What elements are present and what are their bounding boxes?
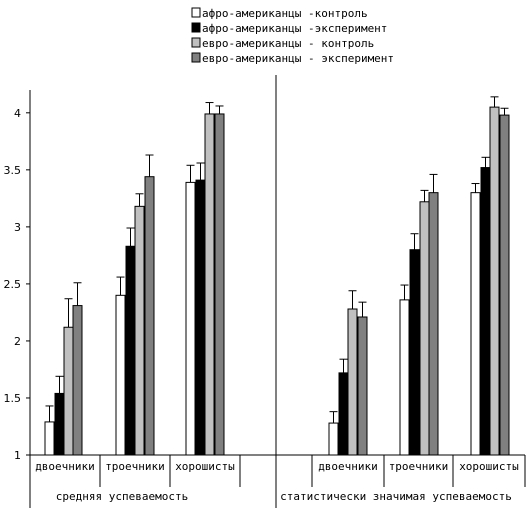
bar	[185, 181, 196, 456]
bar	[480, 167, 491, 456]
bar	[214, 113, 225, 456]
legend-swatch	[191, 7, 201, 18]
bar	[54, 392, 65, 456]
bar	[134, 205, 145, 456]
bar	[328, 422, 339, 456]
legend-swatch	[191, 52, 201, 63]
y-tick-label: 1.5	[4, 392, 22, 405]
bar	[489, 106, 500, 456]
bar	[115, 294, 126, 456]
legend-label: афро-американцы -эксперимент	[202, 22, 387, 35]
y-tick-label: 3.5	[4, 164, 22, 177]
category-label: хорошисты	[459, 460, 519, 473]
bar	[63, 326, 74, 456]
bar	[470, 192, 481, 456]
category-label: двоечники	[35, 460, 95, 473]
bar	[419, 201, 430, 456]
bar	[409, 249, 420, 456]
y-tick-label: 4	[14, 107, 21, 120]
bar	[195, 179, 206, 456]
y-tick-label: 2.5	[4, 278, 22, 291]
y-tick-label: 2	[14, 335, 21, 348]
category-label: троечники	[105, 460, 165, 473]
legend-swatch	[191, 37, 201, 48]
group-label: статистически значимая успеваемость	[280, 490, 512, 503]
bar	[144, 176, 155, 456]
bar	[499, 114, 510, 456]
bar	[44, 421, 55, 456]
legend-label: евро-американцы - контроль	[202, 37, 374, 50]
bar	[338, 372, 349, 456]
legend-label: афро-американцы -контроль	[202, 7, 368, 20]
bar	[204, 113, 215, 456]
category-label: троечники	[389, 460, 449, 473]
bar	[428, 192, 439, 456]
group-label: средняя успеваемость	[56, 490, 188, 503]
y-tick-label: 3	[14, 221, 21, 234]
category-label: двоечники	[318, 460, 378, 473]
bar	[125, 245, 136, 456]
bar	[399, 299, 410, 456]
legend-swatch	[191, 22, 201, 33]
bar	[72, 305, 83, 456]
bar	[347, 308, 358, 456]
category-label: хорошисты	[175, 460, 235, 473]
legend-label: евро-американцы - эксперимент	[202, 52, 394, 65]
bar	[357, 316, 368, 456]
y-tick-label: 1	[14, 449, 21, 462]
